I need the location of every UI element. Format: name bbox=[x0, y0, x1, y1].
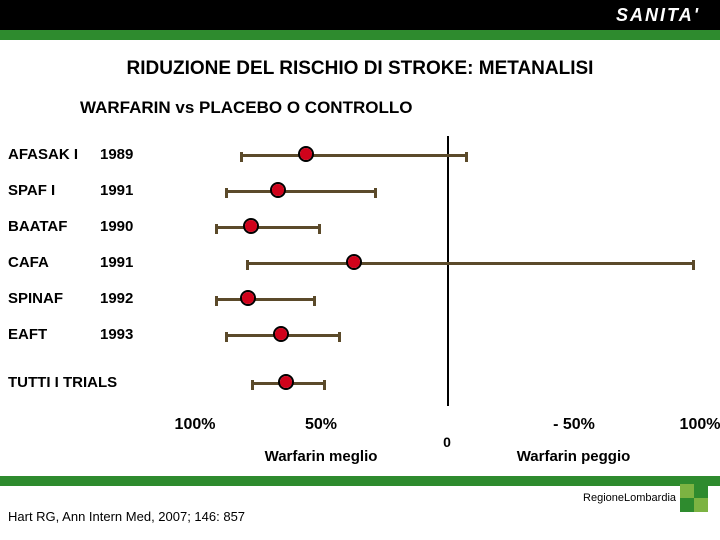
trial-name: EAFT bbox=[8, 326, 47, 343]
forest-row: AFASAK I 1989 bbox=[0, 136, 720, 172]
header-bar: SANITA' bbox=[0, 0, 720, 30]
point-estimate-marker bbox=[240, 290, 256, 306]
point-estimate-marker bbox=[298, 146, 314, 162]
trial-name: BAATAF bbox=[8, 218, 67, 235]
page-title: RIDUZIONE DEL RISCHIO DI STROKE: METANAL… bbox=[0, 58, 720, 80]
axis-tick-label: - 50% bbox=[553, 416, 595, 434]
axis-meglio-label: Warfarin meglio bbox=[265, 448, 378, 465]
point-estimate-marker bbox=[270, 182, 286, 198]
forest-row: CAFA 1991 bbox=[0, 244, 720, 280]
axis-direction-labels: Warfarin meglio Warfarin peggio bbox=[0, 442, 720, 468]
regione-lombardia-logo: RegioneLombardia bbox=[583, 484, 708, 512]
trial-name: TUTTI I TRIALS bbox=[8, 374, 117, 391]
confidence-interval-line bbox=[246, 262, 695, 265]
brand-label: SANITA' bbox=[616, 5, 700, 26]
page-subtitle: WARFARIN vs PLACEBO O CONTROLLO bbox=[80, 98, 720, 118]
axis-tick-label: 100% bbox=[175, 416, 216, 434]
confidence-interval-line bbox=[240, 154, 467, 157]
logo-icon bbox=[680, 484, 708, 512]
trial-year: 1992 bbox=[100, 290, 133, 307]
point-estimate-marker bbox=[273, 326, 289, 342]
trial-year: 1991 bbox=[100, 182, 133, 199]
confidence-interval-line bbox=[215, 298, 316, 301]
forest-plot: AFASAK I 1989 SPAF I 1991 BAATAF 1990 CAFA 1991… bbox=[0, 136, 720, 416]
trial-name: AFASAK I bbox=[8, 146, 78, 163]
header-green-bar bbox=[0, 30, 720, 40]
trial-year: 1990 bbox=[100, 218, 133, 235]
trial-year: 1989 bbox=[100, 146, 133, 163]
forest-row: SPAF I 1991 bbox=[0, 172, 720, 208]
trial-year: 1991 bbox=[100, 254, 133, 271]
confidence-interval-line bbox=[215, 226, 321, 229]
confidence-interval-line bbox=[225, 190, 377, 193]
forest-row: SPINAF 1992 bbox=[0, 280, 720, 316]
x-axis-labels: 100%50%0- 50%100% bbox=[0, 416, 720, 442]
axis-peggio-label: Warfarin peggio bbox=[517, 448, 631, 465]
trial-name: SPINAF bbox=[8, 290, 63, 307]
point-estimate-marker bbox=[278, 374, 294, 390]
logo-text: RegioneLombardia bbox=[583, 492, 676, 504]
citation-text: Hart RG, Ann Intern Med, 2007; 146: 857 bbox=[8, 509, 245, 524]
forest-row: EAFT 1993 bbox=[0, 316, 720, 352]
point-estimate-marker bbox=[346, 254, 362, 270]
forest-row: TUTTI I TRIALS bbox=[0, 364, 720, 400]
trial-year: 1993 bbox=[100, 326, 133, 343]
trial-name: CAFA bbox=[8, 254, 49, 271]
trial-name: SPAF I bbox=[8, 182, 55, 199]
axis-tick-label: 50% bbox=[305, 416, 337, 434]
point-estimate-marker bbox=[243, 218, 259, 234]
forest-row: BAATAF 1990 bbox=[0, 208, 720, 244]
axis-tick-label: 100% bbox=[680, 416, 720, 434]
